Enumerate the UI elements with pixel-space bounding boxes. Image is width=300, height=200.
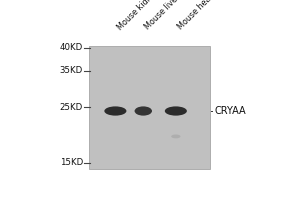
Text: CRYAA: CRYAA	[214, 106, 246, 116]
Text: 40KD: 40KD	[60, 43, 83, 52]
Text: 35KD: 35KD	[60, 66, 83, 75]
Text: 15KD: 15KD	[60, 158, 83, 167]
Bar	[89, 46, 210, 169]
Text: 25KD: 25KD	[60, 103, 83, 112]
Ellipse shape	[104, 106, 126, 116]
Text: Mouse heart: Mouse heart	[176, 0, 218, 32]
Text: Mouse liver: Mouse liver	[143, 0, 182, 32]
Text: Mouse kidney: Mouse kidney	[116, 0, 161, 32]
Ellipse shape	[171, 134, 181, 138]
Ellipse shape	[165, 106, 187, 116]
Ellipse shape	[135, 106, 152, 116]
